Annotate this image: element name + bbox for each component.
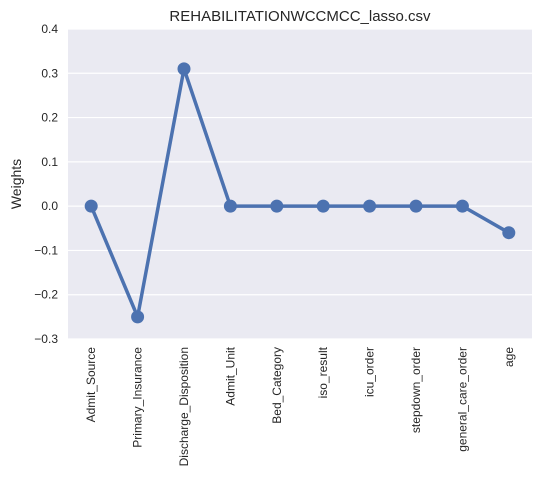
x-tick-label-Admit_Source: Admit_Source [84,347,98,423]
y-tick-label-2: −0.1 [34,243,58,257]
x-tick-label-Primary_Insurance: Primary_Insurance [131,347,145,448]
x-tick-label-Discharge_Disposition: Discharge_Disposition [177,347,191,466]
y-tick-labels: −0.3 −0.2 −0.1 0.0 0.1 0.2 0.3 0.4 [34,22,58,346]
data-point-Primary_Insurance [131,310,145,324]
data-point-stepdown_order [409,199,423,213]
data-point-Discharge_Disposition [177,62,191,76]
y-axis-label: Weights [8,159,24,209]
data-point-Admit_Source [84,199,98,213]
x-tick-label-icu_order: icu_order [363,347,377,397]
series-line-0 [89,67,511,319]
y-tick-label-5: 0.2 [41,111,58,125]
data-point-iso_result [316,199,330,213]
y-tick-label-3: 0.0 [41,199,58,213]
x-tick-label-age: age [502,347,516,367]
x-tick-label-general_care_order: general_care_order [455,347,469,452]
data-point-Bed_Category [270,199,284,213]
plot-area [68,29,532,339]
grid-lines [68,28,532,340]
x-tick-label-Bed_Category: Bed_Category [270,347,284,424]
x-tick-label-stepdown_order: stepdown_order [409,347,423,433]
x-tick-labels: Admit_Source Primary_Insurance Discharge_D… [84,346,516,466]
data-point-general_care_order [455,199,469,213]
data-point-icu_order [363,199,377,213]
y-tick-label-1: −0.2 [34,288,58,302]
y-tick-label-0: −0.3 [34,332,58,346]
y-tick-label-6: 0.3 [41,66,58,80]
data-point-age [502,226,516,240]
x-tick-label-Admit_Unit: Admit_Unit [223,346,237,405]
series-layer [84,62,516,324]
y-tick-label-7: 0.4 [41,22,58,36]
data-point-Admit_Unit [223,199,237,213]
y-tick-label-4: 0.1 [41,155,58,169]
chart-title: REHABILITATIONWCCMCC_lasso.csv [169,8,431,25]
x-tick-label-iso_result: iso_result [316,346,330,398]
